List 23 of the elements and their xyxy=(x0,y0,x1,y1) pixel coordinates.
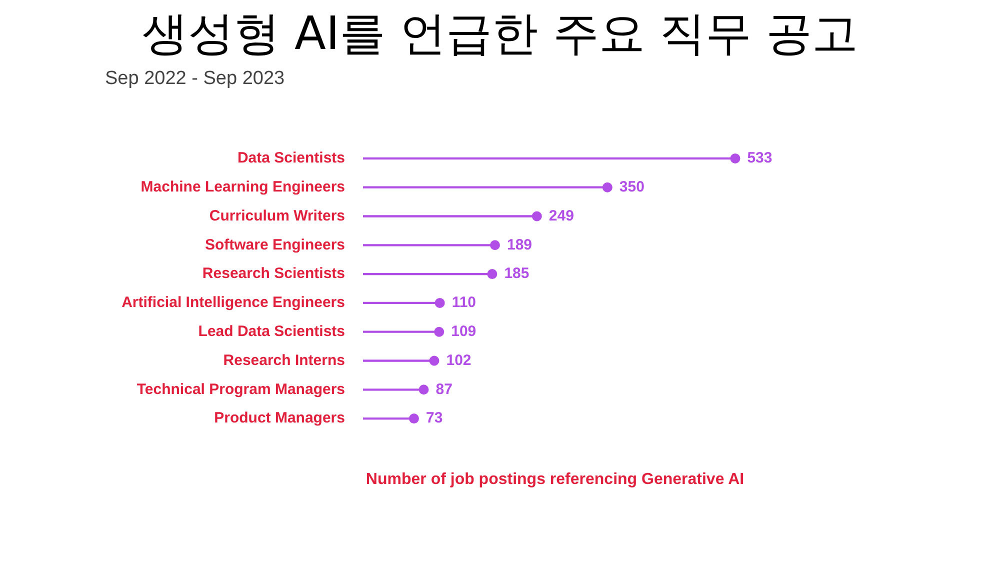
y-tick-label: Data Scientists xyxy=(237,150,345,167)
data-label: 73 xyxy=(426,410,443,427)
data-label: 109 xyxy=(451,322,476,340)
data-label: 249 xyxy=(548,207,574,224)
y-tick-label: Curriculum Writers xyxy=(209,207,345,224)
y-tick-label: Software Engineers xyxy=(204,236,345,254)
y-tick-label: Product Managers xyxy=(214,410,345,427)
text: Sep 2022 - Sep 2023 xyxy=(105,68,285,90)
data-label: 350 xyxy=(619,178,644,196)
data-label: 102 xyxy=(446,352,472,369)
y-tick-label: Lead Data Scientists xyxy=(198,322,345,340)
y-tick-label: Research Scientists xyxy=(202,265,345,282)
y-tick-label: Artificial Intelligence Engineers xyxy=(122,294,345,312)
data-label: 110 xyxy=(452,294,476,312)
x-axis-title: Number of job postings referencing Generative AI xyxy=(364,471,746,489)
y-tick-label: Machine Learning Engineers xyxy=(140,178,345,196)
data-label: 185 xyxy=(504,265,530,282)
data-label: 533 xyxy=(747,150,772,167)
data-label: 87 xyxy=(436,380,452,398)
y-tick-label: Research Interns xyxy=(223,352,345,369)
data-label: 189 xyxy=(506,236,532,254)
y-tick-label: Technical Program Managers xyxy=(136,380,345,398)
chart-title: 생성형 AI를 언급한 주요 직무 공고 xyxy=(140,5,860,62)
